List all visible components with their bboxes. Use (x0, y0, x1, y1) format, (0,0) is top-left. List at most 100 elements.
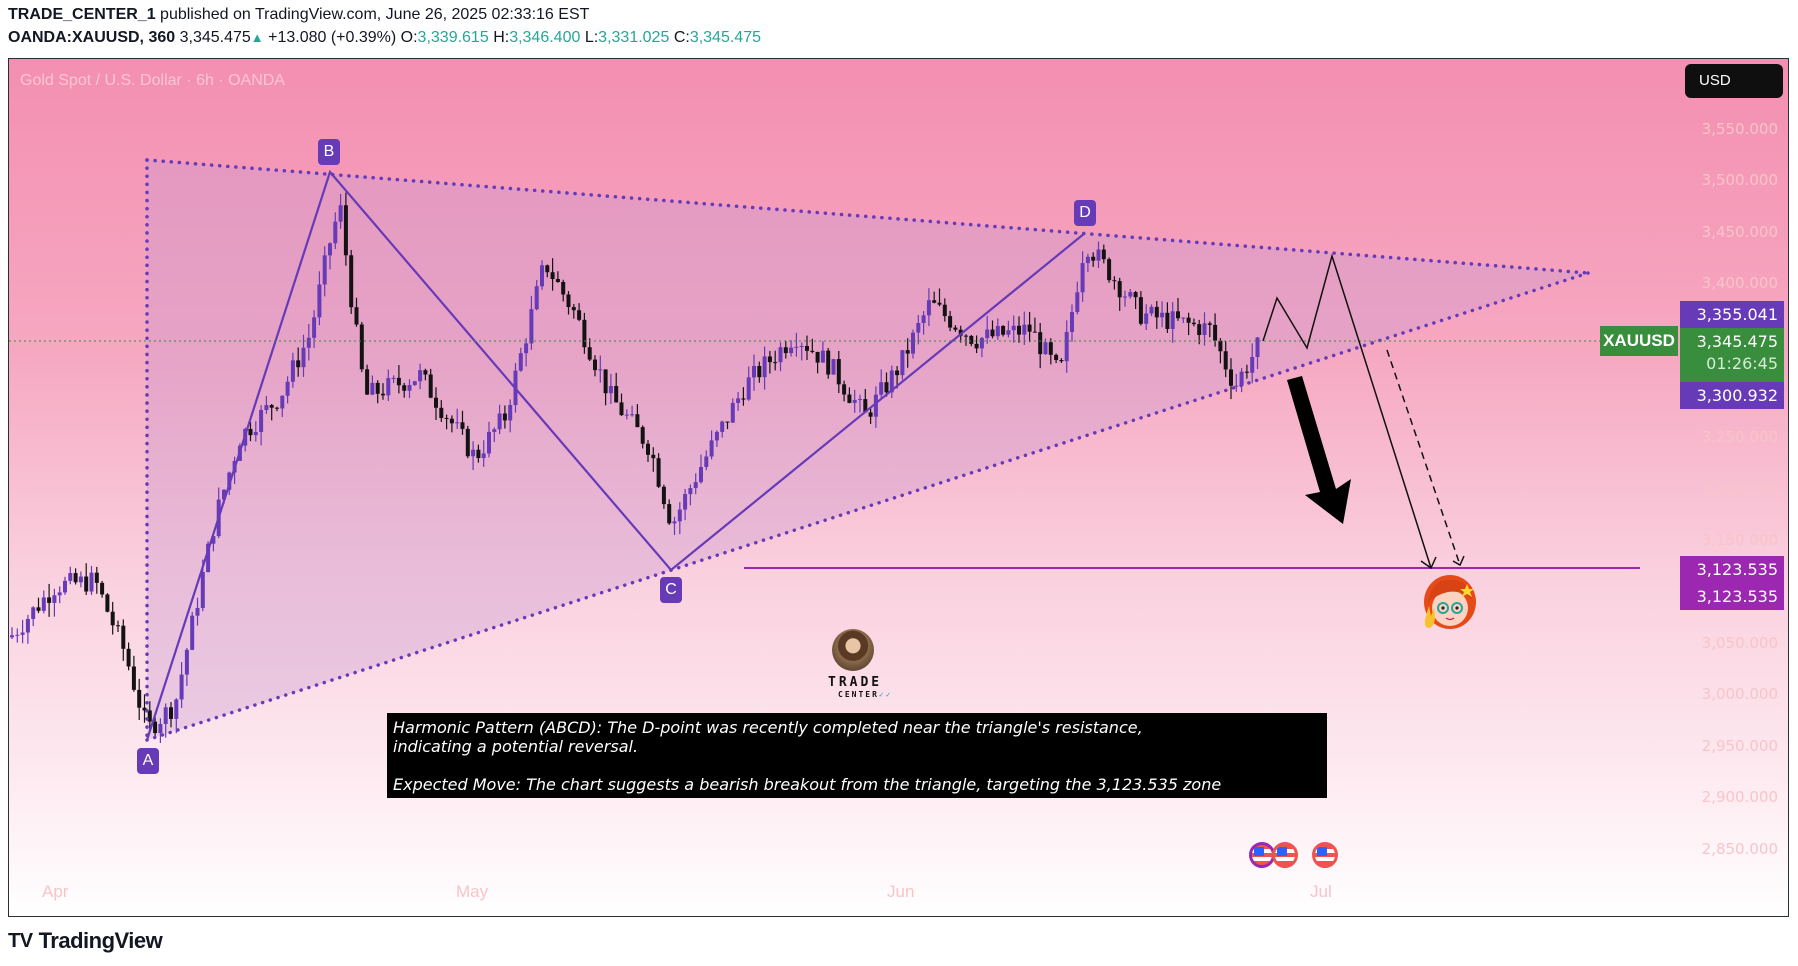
note-line-1: Harmonic Pattern (ABCD): The D-point was… (393, 718, 1143, 737)
symbol-info: OANDA:XAUUSD, 360 3,345.475▲ +13.080 (+0… (8, 29, 761, 47)
point-b-label[interactable]: B (318, 139, 340, 165)
candle (68, 573, 73, 581)
price-axis-label: 3,000.000 (1701, 685, 1778, 703)
publish-info: TRADE_CENTER_1 published on TradingView.… (8, 6, 589, 24)
us-flag-event-icon[interactable] (1249, 842, 1275, 868)
candle (895, 370, 900, 376)
candle (349, 255, 354, 308)
price-axis-label: 2,900.000 (1701, 788, 1778, 806)
candle (1070, 312, 1074, 332)
candle (1197, 324, 1202, 336)
candle (290, 360, 295, 382)
low-value: 3,331.025 (598, 29, 670, 46)
point-a-label[interactable]: A (137, 748, 159, 774)
candle (1176, 311, 1180, 319)
candle (296, 360, 301, 368)
candle (338, 205, 343, 222)
price-axis-label: 3,450.000 (1701, 223, 1778, 241)
candle (20, 632, 25, 635)
candle (714, 431, 719, 441)
us-flag-event-icon[interactable] (1272, 842, 1298, 868)
candle (958, 329, 963, 336)
candle (540, 265, 544, 287)
candle (444, 417, 449, 419)
candle (852, 400, 857, 403)
candle (89, 572, 94, 592)
candle (481, 453, 486, 459)
candle (423, 370, 428, 375)
candle (31, 607, 36, 619)
candle (1239, 371, 1244, 386)
bar-countdown: 01:26:45 (1706, 354, 1778, 373)
candle (1144, 313, 1149, 324)
us-flag-event-icon[interactable] (1312, 842, 1338, 868)
tradingview-logo[interactable]: TV TradingView (8, 928, 163, 954)
candle (100, 582, 105, 595)
candle (78, 576, 83, 583)
currency-button[interactable]: USD (1685, 64, 1783, 98)
candle (926, 300, 931, 316)
candle (693, 482, 698, 489)
candle (646, 443, 650, 455)
candle (937, 302, 942, 305)
candle (831, 359, 836, 375)
price-axis-label: 3,400.000 (1701, 274, 1778, 292)
candle (1027, 324, 1032, 332)
price-axis-label: 3,200.000 (1701, 480, 1778, 498)
candle (921, 315, 926, 324)
candle (741, 398, 746, 400)
candle (36, 607, 41, 611)
candle (25, 618, 30, 633)
candle (635, 414, 640, 428)
abcd-pattern-line[interactable] (145, 169, 1086, 741)
candle (964, 335, 968, 337)
candle (889, 370, 894, 393)
candle (810, 350, 815, 352)
candle (656, 458, 661, 487)
candle (328, 243, 332, 256)
low-label: L: (584, 29, 599, 46)
candle (15, 634, 20, 636)
candle (1186, 317, 1191, 323)
analysis-note[interactable]: Harmonic Pattern (ABCD): The D-point was… (387, 713, 1327, 798)
candle (529, 309, 534, 344)
candle (985, 329, 990, 339)
candle (868, 412, 873, 417)
price-axis-label: 2,950.000 (1701, 737, 1778, 755)
candle (773, 362, 778, 364)
projection-arrowhead (1420, 556, 1437, 570)
price-axis-label: 3,550.000 (1701, 120, 1778, 138)
triangle-pattern[interactable] (147, 160, 1588, 740)
candle (900, 350, 905, 376)
candle (677, 509, 682, 522)
candle (301, 347, 306, 368)
up-arrow-icon: ▲ (250, 30, 264, 45)
candle (110, 611, 115, 626)
candle (582, 319, 587, 348)
price-change: +13.080 (+0.39%) (268, 29, 397, 46)
candle (974, 343, 979, 349)
candle (555, 278, 560, 283)
candle (1218, 340, 1223, 352)
candle (386, 378, 391, 396)
projection-path[interactable] (1262, 253, 1432, 569)
point-c-label[interactable]: C (660, 577, 682, 603)
candle (184, 649, 189, 675)
candle (661, 486, 666, 505)
close-value: 3,345.475 (689, 29, 761, 46)
candle (624, 414, 629, 416)
candle (1001, 326, 1006, 335)
candle (391, 377, 396, 379)
candle (561, 282, 566, 295)
projection-dashed[interactable] (1386, 349, 1461, 566)
candle (1160, 312, 1165, 318)
target-tag-2: 3,123.535 (1680, 583, 1784, 610)
price-axis-label: 3,150.000 (1701, 531, 1778, 549)
candle (280, 395, 285, 409)
point-d-label[interactable]: D (1074, 200, 1096, 226)
candle (630, 414, 635, 416)
candle (858, 399, 862, 401)
time-axis-label: May (456, 882, 489, 901)
candle (736, 398, 741, 403)
